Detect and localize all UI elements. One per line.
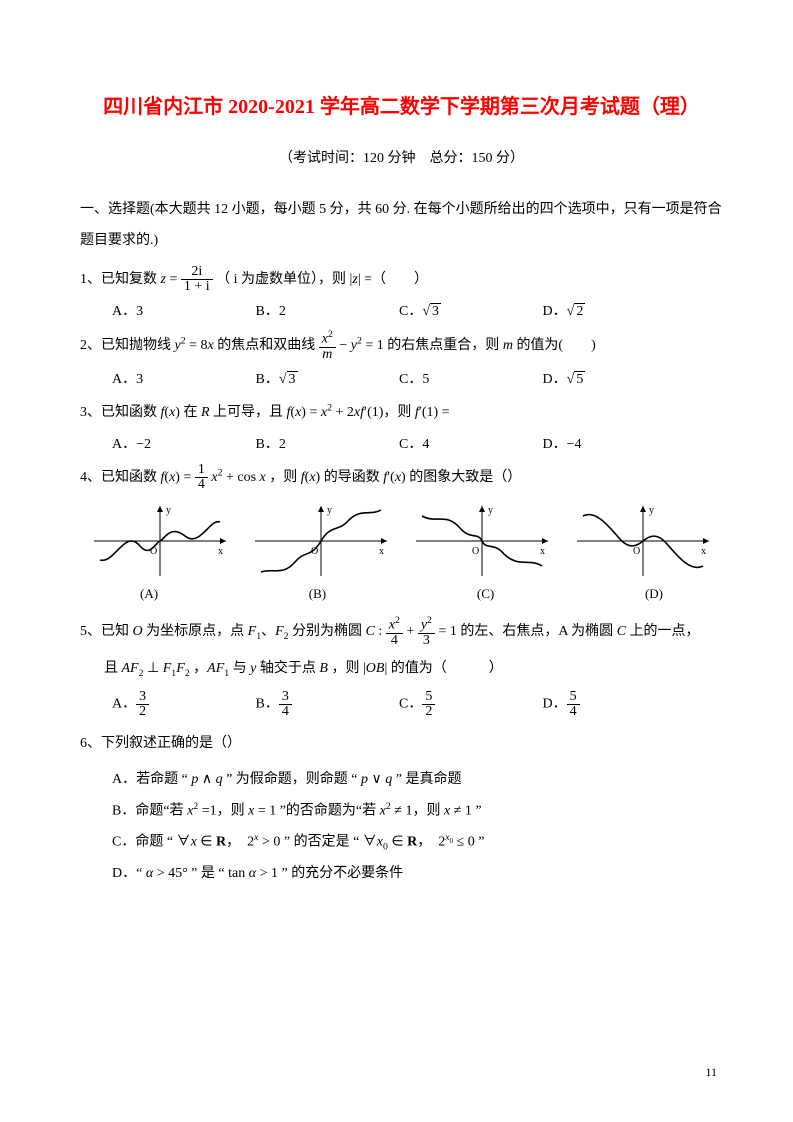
question-6: 6、下列叙述正确的是（） [80, 729, 723, 758]
q6-opt-c: C．命题 “ ∀x ∈ R， 2x > 0 ” 的否定是 “ ∀x0 ∈ R， … [80, 827, 723, 858]
question-1: 1、已知复数 z = 2i1 + i （ i 为虚数单位），则 |z| =（ ） [80, 265, 723, 294]
section-instruction: 一、选择题(本大题共 12 小题，每小题 5 分，共 60 分. 在每个小题所给… [80, 195, 723, 257]
question-5-line2: 且 AF2 ⊥ F1F2 ，AF1 与 y 轴交于点 B ，则 |OB| 的值为… [104, 654, 723, 684]
q3-opt-a: A．−2 [112, 433, 252, 453]
q5-opt-c: C．52 [399, 690, 539, 719]
q4-graph-d: Ox y [573, 502, 713, 580]
q5-opt-a: A．32 [112, 690, 252, 719]
q4-lbl-c: (C) [477, 586, 494, 602]
q6-opt-d: D．“ α > 45° ” 是 “ tan α > 1 ” 的充分不必要条件 [80, 859, 723, 890]
q5-opt-b: B．34 [256, 690, 396, 719]
svg-text:O: O [472, 546, 479, 557]
q2-opt-a: A．3 [112, 368, 252, 388]
question-2: 2、已知抛物线 y2 = 8x 的焦点和双曲线 x2m − y2 = 1 的右焦… [80, 330, 723, 362]
q5-opt-d: D．54 [543, 690, 683, 719]
page-number: 11 [705, 1065, 717, 1080]
q1-options: A．3 B．2 C．3 D．2 [80, 300, 723, 320]
page-subtitle: （考试时间：120 分钟 总分：150 分） [80, 147, 723, 167]
q4-lbl-d: (D) [645, 586, 663, 602]
q4-graph-b: Oxy [251, 502, 391, 580]
q1-opt-b: B．2 [256, 300, 396, 320]
q1-stem-pre: 1、已知复数 [80, 272, 161, 287]
question-4: 4、已知函数 f(x) = 14 x2 + cos x ，则 f(x) 的导函数… [80, 463, 723, 492]
q4-lbl-b: (B) [309, 586, 326, 602]
svg-text:y: y [327, 505, 332, 516]
q3-options: A．−2 B．2 C．4 D．−4 [80, 433, 723, 453]
q1-opt-d: D．2 [543, 300, 683, 320]
svg-text:y: y [649, 505, 654, 516]
exam-page: 四川省内江市 2020-2021 学年高二数学下学期第三次月考试题（理） （考试… [0, 0, 793, 1122]
q5-options: A．32 B．34 C．52 D．54 [80, 690, 723, 719]
q1-stem-post: （ i 为虚数单位），则 |z| =（ ） [216, 272, 428, 287]
svg-text:x: x [218, 546, 223, 557]
q2-opt-c: C．5 [399, 368, 539, 388]
q2-opt-d: D．5 [543, 368, 683, 388]
q2-options: A．3 B．3 C．5 D．5 [80, 368, 723, 388]
q4-lbl-a: (A) [140, 586, 158, 602]
q1-formula: z = 2i1 + i [161, 272, 213, 287]
q1-opt-a: A．3 [112, 300, 252, 320]
svg-text:x: x [701, 546, 706, 557]
svg-text:x: x [540, 546, 545, 557]
q6-opt-b: B．命题“若 x2 =1，则 x = 1 ”的否命题为“若 x2 ≠ 1，则 x… [80, 796, 723, 827]
svg-text:y: y [488, 505, 493, 516]
q6-opt-a: A．若命题 “ p ∧ q ” 为假命题，则命题 “ p ∨ q ” 是真命题 [80, 765, 723, 796]
q1-opt-c: C．3 [399, 300, 539, 320]
svg-text:x: x [379, 546, 384, 557]
q4-graph-a: Oxy [90, 502, 230, 580]
q4-graph-labels: (A) (B) (C) (D) [80, 586, 723, 602]
q3-opt-b: B．2 [256, 433, 396, 453]
question-3: 3、已知函数 f(x) 在 R 上可导，且 f(x) = x2 + 2xf′(1… [80, 398, 723, 427]
svg-text:y: y [166, 505, 171, 516]
q4-graphs: Ox y Ox y Ox y Ox y [80, 498, 723, 582]
q3-opt-c: C．4 [399, 433, 539, 453]
question-5: 5、已知 O 为坐标原点，点 F1、F2 分别为椭圆 C : x24 + y23… [80, 616, 723, 648]
svg-text:O: O [633, 546, 640, 557]
q4-graph-c: Ox y [412, 502, 552, 580]
q3-opt-d: D．−4 [543, 433, 683, 453]
q2-opt-b: B．3 [256, 368, 396, 388]
page-title: 四川省内江市 2020-2021 学年高二数学下学期第三次月考试题（理） [80, 90, 723, 119]
